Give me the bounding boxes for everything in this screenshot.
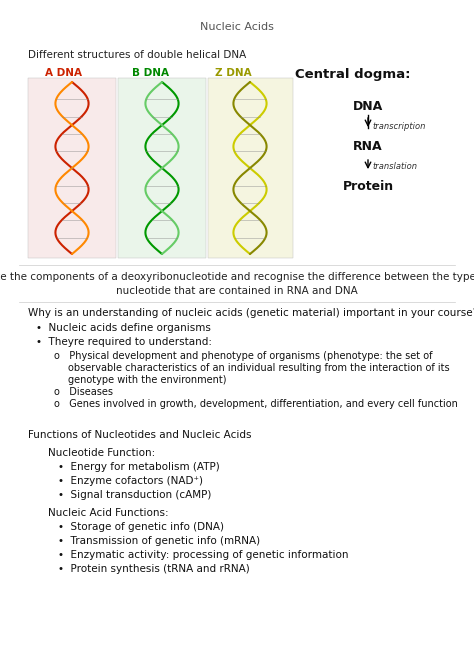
Text: translation: translation <box>372 162 417 171</box>
Text: Different structures of double helical DNA: Different structures of double helical D… <box>28 50 246 60</box>
Text: Why is an understanding of nucleic acids (genetic material) important in your co: Why is an understanding of nucleic acids… <box>28 308 474 318</box>
Text: Nucleic Acid Functions:: Nucleic Acid Functions: <box>48 508 169 518</box>
Text: State the components of a deoxyribonucleotide and recognise the difference betwe: State the components of a deoxyribonucle… <box>0 272 474 282</box>
Text: •  Protein synthesis (tRNA and rRNA): • Protein synthesis (tRNA and rRNA) <box>58 564 250 574</box>
Text: B DNA: B DNA <box>132 68 169 78</box>
Text: Central dogma:: Central dogma: <box>295 68 410 81</box>
Text: •  Signal transduction (cAMP): • Signal transduction (cAMP) <box>58 490 211 500</box>
Text: Nucleotide Function:: Nucleotide Function: <box>48 448 155 458</box>
Text: Nucleic Acids: Nucleic Acids <box>200 22 274 32</box>
Text: DNA: DNA <box>353 100 383 113</box>
Text: •  Energy for metabolism (ATP): • Energy for metabolism (ATP) <box>58 462 220 472</box>
Text: Z DNA: Z DNA <box>215 68 252 78</box>
Text: Functions of Nucleotides and Nucleic Acids: Functions of Nucleotides and Nucleic Aci… <box>28 430 252 440</box>
Text: o   Diseases: o Diseases <box>54 387 113 397</box>
Text: observable characteristics of an individual resulting from the interaction of it: observable characteristics of an individ… <box>68 363 450 373</box>
Text: •  Transmission of genetic info (mRNA): • Transmission of genetic info (mRNA) <box>58 536 260 546</box>
Text: genotype with the environment): genotype with the environment) <box>68 375 227 385</box>
Text: nucleotide that are contained in RNA and DNA: nucleotide that are contained in RNA and… <box>116 286 358 296</box>
Text: o   Genes involved in growth, development, differentiation, and every cell funct: o Genes involved in growth, development,… <box>54 399 458 409</box>
Text: o   Physical development and phenotype of organisms (phenotype: the set of: o Physical development and phenotype of … <box>54 351 432 361</box>
Text: Protein: Protein <box>342 180 393 193</box>
Text: •  Storage of genetic info (DNA): • Storage of genetic info (DNA) <box>58 522 224 532</box>
Text: •  Enzyme cofactors (NAD⁺): • Enzyme cofactors (NAD⁺) <box>58 476 203 486</box>
Text: RNA: RNA <box>353 140 383 153</box>
Text: transcription: transcription <box>372 122 425 131</box>
Text: A DNA: A DNA <box>45 68 82 78</box>
Text: •  Theyre required to understand:: • Theyre required to understand: <box>36 337 212 347</box>
Text: •  Enzymatic activity: processing of genetic information: • Enzymatic activity: processing of gene… <box>58 550 348 560</box>
Text: •  Nucleic acids define organisms: • Nucleic acids define organisms <box>36 323 211 333</box>
